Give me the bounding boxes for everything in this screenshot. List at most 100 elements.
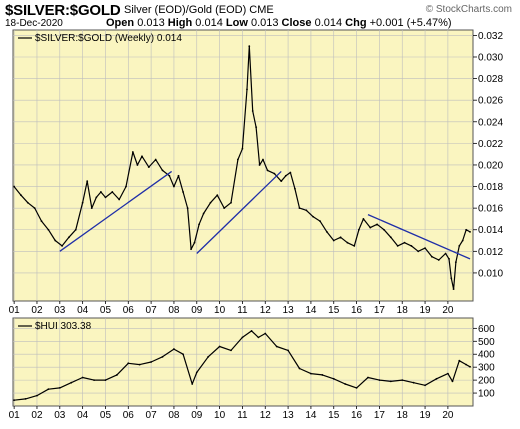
- hui-xtick-label: 18: [397, 410, 409, 421]
- ratio-point: [68, 236, 70, 239]
- ratio-point: [396, 245, 399, 247]
- hui-point: [465, 363, 468, 366]
- hui-point: [257, 336, 260, 339]
- ratio-point: [417, 250, 420, 253]
- ratio-ytick-label: 0.020: [478, 160, 503, 171]
- hui-point: [435, 377, 438, 380]
- hui-point: [115, 374, 118, 376]
- ratio-point: [319, 220, 321, 223]
- hui-point: [389, 380, 392, 383]
- chg-label: Chg: [345, 17, 367, 29]
- hui-point: [424, 384, 426, 387]
- trendline: [196, 170, 282, 254]
- high-label: High: [167, 17, 193, 29]
- hui-point: [446, 372, 449, 375]
- chart-description: Silver (EOD)/Gold (EOD) CME: [124, 4, 274, 16]
- ratio-point: [273, 172, 276, 175]
- hui-point: [36, 394, 38, 397]
- ratio-point: [325, 231, 328, 233]
- ratio-point: [437, 259, 440, 261]
- hui-xtick-label: 08: [168, 410, 180, 421]
- main-xtick-label: 01: [9, 305, 21, 316]
- hui-ytick-label: 400: [478, 350, 495, 361]
- hui-point: [241, 336, 244, 339]
- main-xtick-label: 11: [237, 305, 248, 316]
- hui-point: [451, 380, 454, 383]
- ratio-ytick-label: 0.022: [478, 139, 503, 150]
- ratio-point: [312, 215, 315, 218]
- ratio-point: [81, 201, 84, 204]
- ratio-point: [448, 257, 450, 260]
- ratio-point: [99, 191, 102, 193]
- ratio-point: [346, 241, 349, 244]
- ratio-ytick-label: 0.024: [478, 117, 503, 128]
- hui-point: [24, 397, 27, 400]
- main-xtick-label: 04: [77, 305, 89, 316]
- main-xtick-label: 15: [328, 305, 340, 316]
- chart-symbol: $SILVER:$GOLD: [5, 2, 121, 19]
- hui-y-axis: 100 200 300 400 500 600: [473, 324, 495, 400]
- hui-point: [127, 362, 130, 365]
- ratio-point: [54, 239, 57, 242]
- ratio-series: [13, 45, 471, 291]
- hui-point: [207, 355, 210, 358]
- ratio-point: [424, 247, 426, 249]
- hui-point: [47, 388, 50, 391]
- hui-point: [81, 376, 84, 379]
- hui-point: [378, 379, 381, 382]
- ratio-point: [284, 174, 287, 177]
- ratio-ytick-label: 0.018: [478, 182, 503, 193]
- ratio-point: [289, 171, 292, 174]
- ratio-point: [450, 277, 453, 280]
- ratio-point: [298, 207, 301, 210]
- chg-value: +0.001 (+5.47%): [369, 17, 452, 29]
- ratio-point: [209, 201, 212, 204]
- ratio-point: [20, 194, 22, 197]
- ratio-point: [141, 155, 143, 158]
- hui-point: [93, 379, 95, 382]
- main-xtick-label: 03: [54, 305, 66, 316]
- hui-xtick-label: 09: [191, 410, 203, 421]
- hui-legend: $HUI 303.38: [18, 321, 92, 332]
- main-xtick-label: 05: [100, 305, 112, 316]
- hui-point: [458, 359, 461, 362]
- low-value: 0.013: [250, 17, 279, 29]
- ratio-point: [131, 151, 134, 153]
- hui-xtick-label: 20: [442, 410, 454, 421]
- ratio-ytick-label: 0.010: [478, 268, 503, 279]
- main-panel: [12, 29, 474, 302]
- ratio-point: [230, 201, 232, 204]
- high-value: 0.014: [195, 17, 223, 29]
- ratio-point: [74, 228, 77, 231]
- main-xtick-label: 20: [442, 305, 454, 316]
- hui-point: [195, 371, 198, 374]
- hui-ytick-label: 600: [478, 324, 495, 335]
- ratio-point: [362, 218, 365, 220]
- hui-point: [104, 379, 107, 382]
- ratio-point: [241, 147, 244, 150]
- ratio-ytick-label: 0.014: [478, 225, 503, 236]
- chart-credit: © StockCharts.com: [425, 4, 512, 15]
- trendline: [367, 214, 471, 260]
- ratio-point: [458, 245, 461, 247]
- close-value: 0.014: [314, 17, 343, 29]
- main-x-axis: 01 02 03 04 05 06 07 08 09 10 11 12 13 14 15 16 17 18 19 20: [9, 301, 454, 316]
- hui-point: [13, 399, 16, 402]
- hui-series: [13, 330, 471, 402]
- ratio-point: [40, 220, 43, 223]
- hui-xtick-label: 10: [214, 410, 226, 421]
- hui-point: [367, 376, 369, 379]
- ratio-point: [26, 201, 29, 204]
- hui-point: [264, 332, 267, 335]
- main-grid: [13, 30, 473, 301]
- ratio-point: [125, 185, 127, 188]
- hui-point: [182, 353, 184, 356]
- hui-point: [401, 379, 404, 382]
- hui-point: [191, 383, 194, 385]
- ratio-point: [193, 241, 196, 244]
- hui-ytick-label: 200: [478, 376, 495, 387]
- ratio-ytick-label: 0.016: [478, 204, 503, 215]
- hui-point: [138, 363, 141, 366]
- hui-point: [58, 386, 61, 389]
- ratio-point: [33, 207, 36, 210]
